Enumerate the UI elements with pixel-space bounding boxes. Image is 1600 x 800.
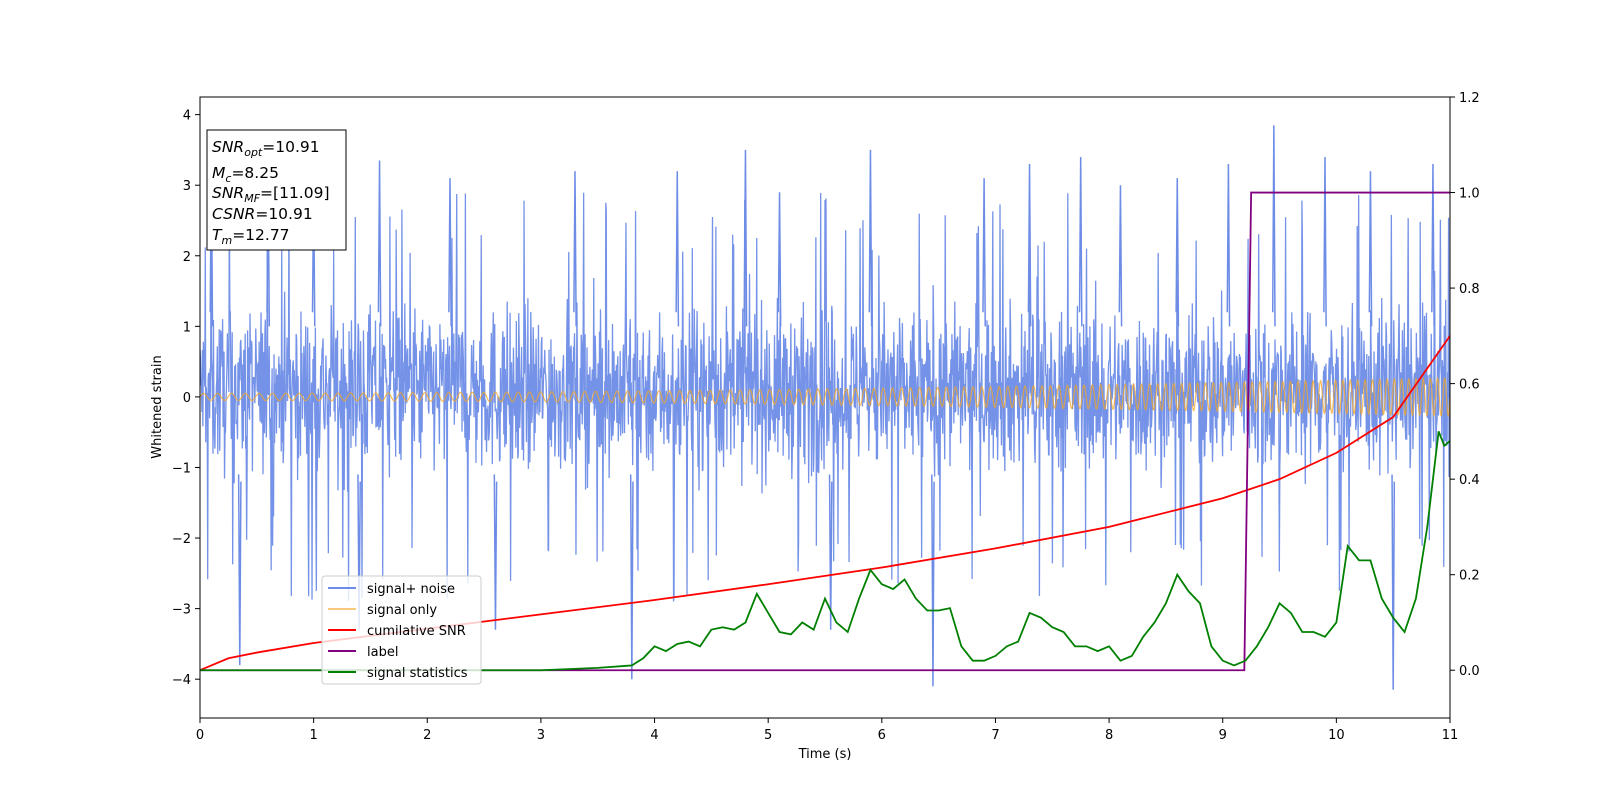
noise-peak — [743, 149, 748, 327]
info-box-frame — [206, 129, 347, 251]
y2-tick-label: 0.2 — [1459, 569, 1480, 584]
noise-peak — [1323, 156, 1327, 327]
x-tick-label: 10 — [1328, 728, 1345, 743]
x-tick-label: 8 — [1105, 728, 1113, 743]
info-line-snr-mf: SNRMF=[11.09] — [212, 184, 330, 205]
noise-peak — [573, 171, 577, 327]
series-signal-only — [200, 376, 1450, 418]
noise-peak — [493, 474, 498, 630]
series-cumilative-snr — [200, 335, 1450, 672]
noise-peak — [448, 178, 452, 327]
y2-tick-label: 0.6 — [1459, 378, 1480, 393]
y-tick-label: −1 — [172, 461, 191, 476]
noise-peak — [1271, 125, 1276, 327]
legend-item-cumilative-snr: cumilative SNR — [328, 624, 466, 639]
y2-tick-label: 1.2 — [1459, 91, 1480, 106]
y-tick-label: 3 — [183, 179, 191, 194]
noise-peak — [1175, 178, 1180, 327]
y-tick-label: 0 — [183, 391, 191, 406]
legend-label: label — [367, 645, 398, 660]
noise-peaks — [209, 125, 1435, 690]
series-signal-statistics — [200, 431, 1450, 672]
legend-label: signal+ noise — [367, 582, 455, 597]
info-line-m-c: Mc=8.25 — [212, 164, 279, 185]
legend-item-label: label — [328, 645, 398, 660]
x-tick-label: 6 — [878, 728, 886, 743]
y-tick-label: −3 — [172, 603, 191, 618]
x-tick-label: 7 — [991, 728, 999, 743]
noise-peak — [1027, 164, 1032, 327]
noise-peak — [982, 178, 986, 327]
series-layer — [200, 125, 1450, 690]
y-tick-label: −2 — [172, 532, 191, 547]
x-tick-label: 0 — [196, 728, 204, 743]
noise-peak — [1226, 164, 1231, 327]
y-axis-title: Whitened strain — [150, 355, 165, 458]
info-line-t-m: Tm=12.77 — [212, 226, 290, 247]
info-box: SNRopt=10.91 Mc=8.25SNRMF=[11.09]CSNR=10.… — [206, 129, 347, 251]
y-tick-label: 2 — [183, 250, 191, 265]
noise-peak — [1431, 164, 1435, 327]
series-signal-noise — [200, 192, 1450, 602]
x-tick-label: 1 — [309, 728, 317, 743]
noise-peak — [1118, 185, 1123, 327]
legend-label: signal only — [367, 603, 437, 618]
axes-layer: 0 1 2 3 4 5 6 7 8 9 10 11−4−3−2−1012340.00.20.40.60… — [172, 91, 1480, 743]
noise-peak — [237, 474, 242, 666]
y2-tick-label: 0.8 — [1459, 282, 1480, 297]
y-axis-left: −4 −3 −2 −1 0 1 2 3 4 — [172, 109, 200, 688]
noise-peak — [1391, 474, 1396, 690]
noise-peak — [377, 160, 382, 327]
x-axis-title: Time (s) — [798, 747, 852, 762]
noise-peak — [931, 474, 935, 687]
noise-peak — [777, 192, 782, 327]
noise-peak — [675, 171, 680, 327]
series-label — [200, 191, 1450, 672]
noise-peak — [1368, 171, 1373, 327]
y2-tick-label: 0.4 — [1459, 473, 1480, 488]
x-tick-label: 9 — [1219, 728, 1227, 743]
y-tick-label: 4 — [183, 109, 191, 124]
x-tick-label: 2 — [423, 728, 431, 743]
noise-peak — [868, 149, 873, 327]
legend-item-signal-noise: signal+ noise — [328, 582, 455, 597]
legend-label: signal statistics — [367, 666, 468, 681]
y2-tick-label: 0.0 — [1459, 664, 1480, 679]
noise-peak — [828, 474, 833, 630]
x-axis: 0 1 2 3 4 5 6 7 8 9 10 11 — [196, 718, 1458, 743]
y2-tick-label: 1.0 — [1459, 187, 1480, 202]
x-tick-label: 3 — [537, 728, 545, 743]
y-axis-right: 0.0 0.2 0.4 0.6 0.8 1.0 1.2 — [1450, 91, 1480, 679]
info-line-snr-opt: SNRopt=10.91 — [212, 138, 320, 159]
y-tick-label: −4 — [172, 673, 191, 688]
x-tick-label: 11 — [1442, 728, 1459, 743]
legend: signal+ noise signal only cumilative SNR la… — [321, 575, 482, 685]
legend-label: cumilative SNR — [367, 624, 466, 639]
legend-item-signal-only: signal only — [328, 603, 437, 618]
legend-item-signal-statistics: signal statistics — [328, 666, 468, 681]
x-tick-label: 4 — [650, 728, 658, 743]
legend-frame — [321, 575, 482, 685]
y-tick-label: 1 — [183, 320, 191, 335]
x-tick-label: 5 — [764, 728, 772, 743]
info-line-csnr: CSNR=10.91 — [212, 205, 313, 223]
noise-peak — [629, 474, 634, 680]
plot-frame — [199, 96, 1451, 719]
noise-peak — [1078, 156, 1083, 327]
